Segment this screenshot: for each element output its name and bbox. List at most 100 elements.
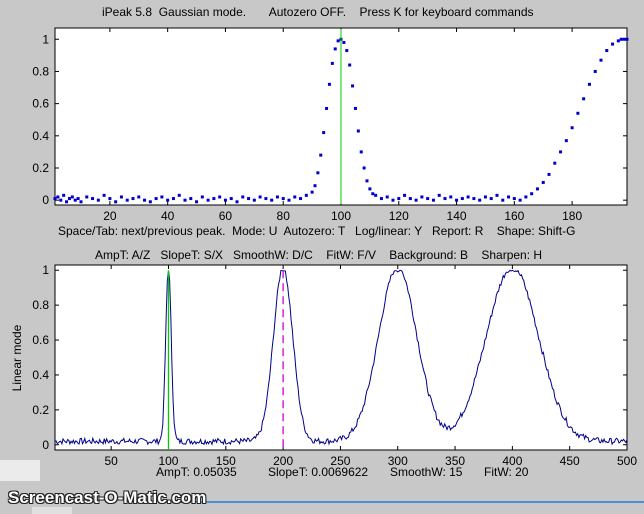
bottom-ytick-label: 0.2 bbox=[32, 403, 49, 417]
bottom-xtick-label: 250 bbox=[330, 454, 350, 468]
top-data-point bbox=[564, 139, 568, 143]
top-data-point bbox=[576, 111, 580, 115]
bottom-plot-area[interactable] bbox=[54, 264, 628, 451]
bottom-xtick-label: 50 bbox=[104, 454, 118, 468]
top-data-point bbox=[437, 193, 441, 197]
top-data-point bbox=[229, 197, 233, 201]
top-data-point bbox=[270, 198, 274, 202]
window-title: iPeak 5.8 Gaussian mode. Autozero OFF. P… bbox=[102, 5, 534, 19]
top-data-point bbox=[333, 47, 337, 51]
top-data-point bbox=[553, 161, 557, 165]
status-smoothw: SmoothW: 15 bbox=[390, 465, 463, 479]
top-data-point bbox=[351, 84, 355, 88]
top-data-point bbox=[518, 198, 522, 202]
top-data-point bbox=[258, 195, 262, 199]
top-data-point bbox=[611, 42, 615, 46]
top-xtick-label: 40 bbox=[161, 209, 175, 223]
top-data-point bbox=[449, 195, 453, 199]
bottom-ytick-label: 1 bbox=[42, 263, 49, 277]
top-data-point bbox=[76, 197, 80, 201]
top-xtick-label: 120 bbox=[389, 209, 409, 223]
blank-panel bbox=[0, 460, 40, 481]
top-data-point bbox=[85, 195, 89, 199]
top-data-point bbox=[171, 197, 175, 201]
top-data-point bbox=[570, 126, 574, 130]
top-data-point bbox=[397, 197, 401, 201]
top-data-point bbox=[359, 150, 363, 154]
bottom-xtick-label: 150 bbox=[216, 454, 236, 468]
top-data-point bbox=[299, 197, 303, 201]
top-data-point bbox=[119, 195, 123, 199]
top-data-point bbox=[466, 195, 470, 199]
top-data-point bbox=[582, 97, 586, 101]
top-data-point bbox=[59, 198, 63, 202]
top-data-point bbox=[342, 40, 346, 44]
top-xtick-label: 60 bbox=[219, 209, 233, 223]
top-data-point bbox=[218, 195, 222, 199]
top-data-point bbox=[501, 198, 505, 202]
status-fitw: FitW: 20 bbox=[484, 465, 529, 479]
top-data-point bbox=[535, 187, 539, 191]
top-data-point bbox=[605, 49, 609, 53]
top-data-point bbox=[313, 184, 317, 188]
top-data-point bbox=[125, 198, 129, 202]
top-data-point bbox=[195, 200, 199, 204]
top-data-point bbox=[625, 37, 629, 41]
bottom-xtick-label: 200 bbox=[273, 454, 293, 468]
top-data-point bbox=[206, 198, 210, 202]
top-data-point bbox=[154, 197, 158, 201]
top-data-point bbox=[559, 150, 563, 154]
top-data-point bbox=[327, 82, 331, 86]
top-data-point bbox=[67, 197, 71, 201]
top-data-point bbox=[73, 198, 77, 202]
top-data-point bbox=[143, 198, 147, 202]
top-data-point bbox=[345, 49, 349, 53]
top-data-point bbox=[275, 195, 279, 199]
top-data-point bbox=[391, 198, 395, 202]
top-data-point bbox=[356, 129, 360, 133]
top-data-point bbox=[62, 193, 66, 197]
top-xtick-label: 80 bbox=[277, 209, 291, 223]
top-data-point bbox=[200, 195, 204, 199]
top-xtick-label: 160 bbox=[504, 209, 524, 223]
top-data-point bbox=[189, 197, 193, 201]
top-data-point bbox=[365, 179, 369, 183]
top-data-point bbox=[587, 82, 591, 86]
bottom-x-axis: 50 100 150 200 250 300 350 400 450 500 bbox=[104, 265, 637, 468]
top-data-point bbox=[547, 172, 551, 176]
top-scatter-series bbox=[53, 37, 629, 204]
top-ytick-label: 0 bbox=[42, 193, 49, 207]
top-data-point bbox=[91, 197, 95, 201]
top-data-point bbox=[177, 193, 181, 197]
top-data-point bbox=[53, 197, 57, 201]
top-data-point bbox=[524, 195, 528, 199]
top-x-axis: 20 40 60 80 100 120 140 160 180 bbox=[103, 28, 582, 223]
top-data-point bbox=[160, 195, 164, 199]
top-xtick-label: 140 bbox=[447, 209, 467, 223]
top-data-point bbox=[512, 197, 516, 201]
top-data-point bbox=[403, 193, 407, 197]
top-data-point bbox=[183, 198, 187, 202]
watermark-logo: Screencast-O-Matic.com bbox=[8, 488, 207, 507]
bottom-xtick-label: 400 bbox=[502, 454, 522, 468]
top-data-point bbox=[495, 193, 499, 197]
top-data-point bbox=[148, 200, 152, 204]
bottom-ytick-label: 0.4 bbox=[32, 368, 49, 382]
top-data-point bbox=[431, 198, 435, 202]
top-ytick-label: 1 bbox=[42, 32, 49, 46]
top-data-point bbox=[223, 198, 227, 202]
top-data-point bbox=[408, 197, 412, 201]
top-data-point bbox=[541, 180, 545, 184]
bottom-signal-line bbox=[54, 269, 628, 446]
top-data-point bbox=[293, 195, 297, 199]
top-data-point bbox=[460, 197, 464, 201]
command-hint-line-1: Space/Tab: next/previous peak. Mode: U A… bbox=[58, 224, 576, 238]
top-data-point bbox=[379, 197, 383, 201]
bottom-xtick-label: 350 bbox=[445, 454, 465, 468]
top-data-point bbox=[507, 195, 511, 199]
top-data-point bbox=[247, 197, 251, 201]
top-data-point bbox=[472, 197, 476, 201]
top-data-point bbox=[70, 195, 74, 199]
top-data-point bbox=[622, 37, 626, 41]
top-xtick-label: 180 bbox=[562, 209, 582, 223]
